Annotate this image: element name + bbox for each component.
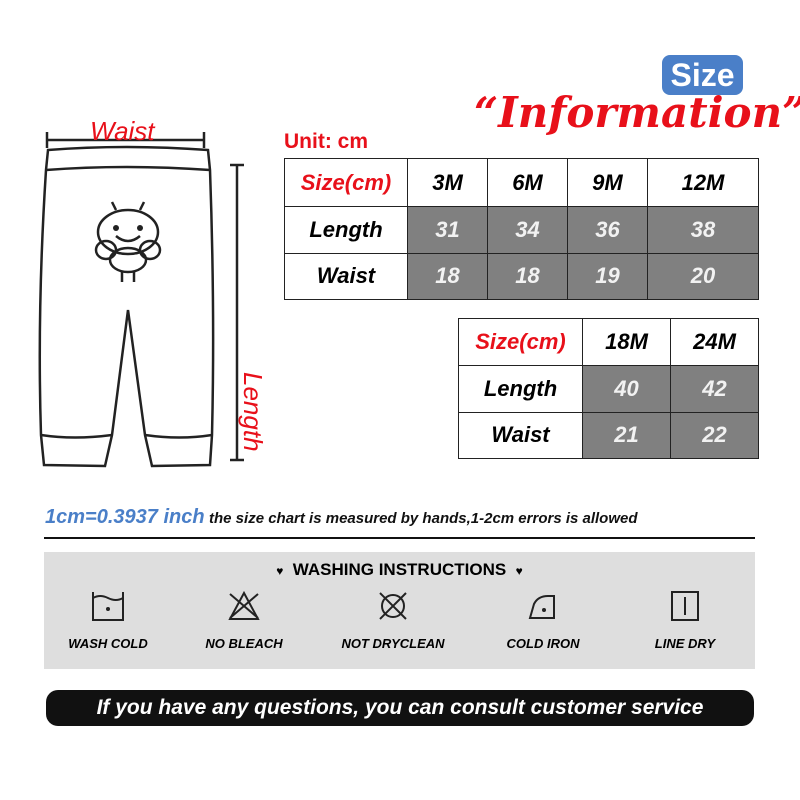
wash-label: WASH COLD (68, 636, 148, 651)
size-badge: Size (662, 55, 743, 95)
pants-diagram (38, 132, 244, 468)
wash-cold-icon (92, 592, 124, 621)
washing-title-text: WASHING INSTRUCTIONS (292, 560, 507, 579)
unit-label: Unit: cm (284, 130, 368, 153)
heart-icon: ♥ (515, 564, 523, 578)
wash-item: LINE DRY (620, 590, 750, 651)
conversion-text: 1cm=0.3937 inch (45, 506, 205, 528)
value-cell: 18 (407, 252, 488, 300)
line-dry-icon (671, 591, 699, 621)
header-cell: 9M (566, 158, 648, 207)
divider (44, 537, 755, 539)
waist-label: Waist (90, 116, 155, 146)
wash-label: COLD IRON (506, 636, 580, 651)
washing-title: ♥ WASHING INSTRUCTIONS ♥ (44, 560, 755, 580)
header-cell: Size(cm) (284, 158, 408, 207)
page-title: “Information” (474, 88, 800, 137)
customer-service-banner: If you have any questions, you can consu… (46, 690, 754, 726)
row-label: Length (458, 365, 583, 413)
value-cell: 20 (646, 252, 760, 300)
value-cell: 18 (486, 252, 568, 300)
value-cell: 42 (670, 365, 759, 413)
wash-item: WASH COLD (43, 590, 173, 651)
wash-item: NOT DRYCLEAN (328, 590, 458, 651)
wash-item: NO BLEACH (179, 590, 309, 651)
not-dryclean-icon (379, 592, 407, 620)
cold-iron-icon (528, 595, 555, 619)
header-cell: 6M (486, 158, 568, 207)
length-label: Length (238, 372, 268, 452)
value-cell: 36 (566, 206, 648, 254)
value-cell: 38 (646, 206, 760, 254)
value-cell: 31 (407, 206, 488, 254)
header-cell: 3M (407, 158, 488, 207)
wash-label: NO BLEACH (205, 636, 283, 651)
value-cell: 40 (582, 365, 671, 413)
no-bleach-icon (228, 590, 260, 620)
value-cell: 21 (582, 411, 671, 459)
wash-item: COLD IRON (478, 590, 608, 651)
value-cell: 34 (486, 206, 568, 254)
washing-panel (44, 552, 755, 669)
value-cell: 19 (566, 252, 648, 300)
row-label: Waist (458, 411, 583, 459)
header-cell: 12M (646, 158, 760, 207)
header-cell: Size(cm) (458, 318, 583, 366)
size-table-2: Size(cm) 18M 24M Length 40 42 Waist 21 22 (458, 318, 759, 459)
header-cell: 18M (582, 318, 671, 366)
measurement-note: 1cm=0.3937 inch the size chart is measur… (45, 506, 638, 529)
header-cell: 24M (670, 318, 759, 366)
row-label: Waist (284, 252, 408, 300)
value-cell: 22 (670, 411, 759, 459)
wash-label: NOT DRYCLEAN (341, 636, 445, 651)
wash-label: LINE DRY (654, 636, 716, 651)
note-text: the size chart is measured by hands,1-2c… (209, 510, 638, 527)
heart-icon: ♥ (276, 564, 284, 578)
row-label: Length (284, 206, 408, 254)
size-table-1: Size(cm) 3M 6M 9M 12M Length 31 34 36 38 Waist 18… (284, 158, 760, 300)
